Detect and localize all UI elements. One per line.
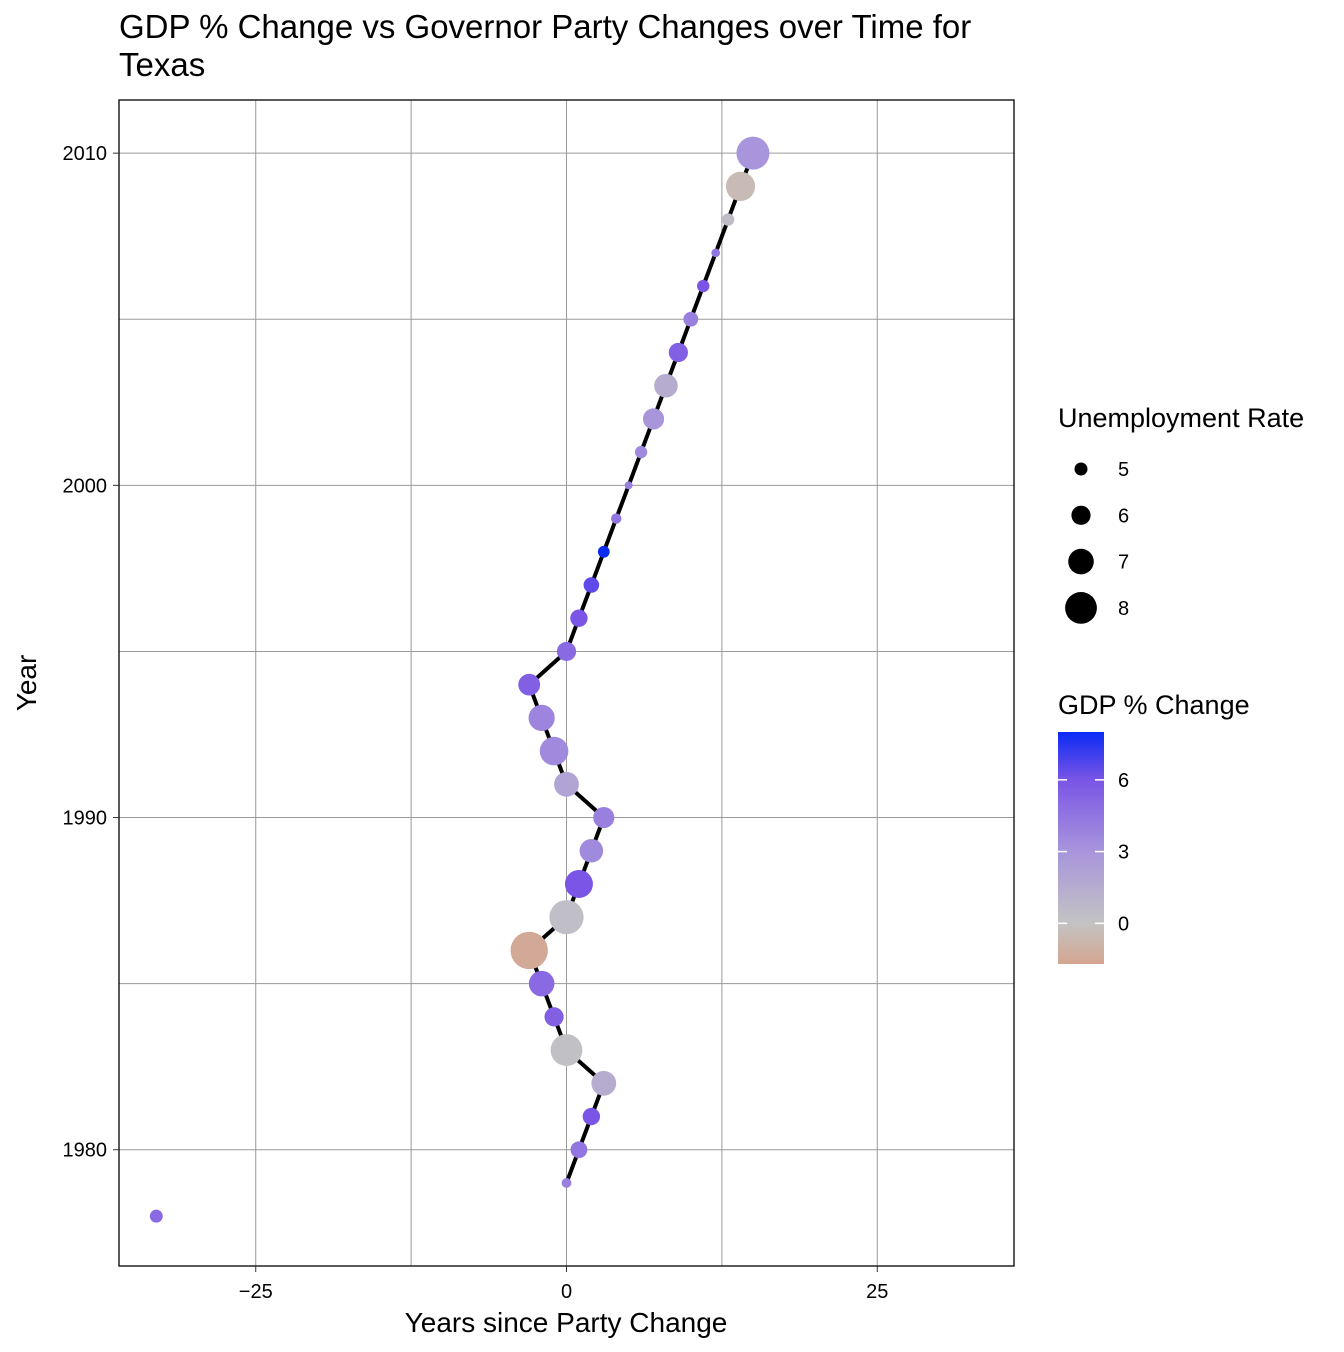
size-legend-label: 5	[1118, 459, 1129, 481]
color-legend-label: 0	[1118, 913, 1129, 935]
data-point	[561, 1178, 572, 1188]
chart-title: GDP % Change vs Governor Party Changes o…	[119, 8, 971, 83]
chart-title-line-1: GDP % Change vs Governor Party Changes o…	[119, 8, 971, 45]
data-point	[528, 704, 555, 731]
connecting-line	[527, 152, 755, 1184]
size-legend-key	[1068, 548, 1094, 575]
data-point	[544, 1007, 564, 1027]
size-legend-key	[1074, 462, 1088, 476]
color-legend-bar	[1058, 732, 1104, 964]
y-tick-label: 1980	[63, 1140, 108, 1162]
color-legend: GDP % Change 6 3 0	[1058, 690, 1250, 964]
data-point	[721, 213, 735, 226]
y-axis-ticks: 1980 1990 2000 2010	[63, 143, 119, 1162]
data-point	[683, 311, 699, 327]
y-axis-title: Year	[11, 655, 42, 712]
y-tick-label: 2000	[63, 475, 108, 497]
data-point	[736, 136, 770, 170]
data-point	[579, 838, 604, 863]
data-point	[570, 609, 588, 627]
data-point	[591, 1070, 617, 1096]
x-tick-label: 25	[866, 1281, 888, 1303]
color-legend-label: 6	[1118, 770, 1129, 792]
data-point	[149, 1209, 163, 1223]
color-legend-title: GDP % Change	[1058, 690, 1250, 720]
data-point	[518, 673, 541, 696]
x-tick-label: −25	[239, 1281, 273, 1303]
data-point	[642, 408, 665, 430]
data-point	[582, 1107, 601, 1126]
x-tick-label: 0	[561, 1281, 572, 1303]
data-point	[597, 545, 610, 558]
data-point	[668, 342, 688, 363]
size-legend-keys: 5 6 7 8	[1065, 459, 1129, 624]
data-point	[539, 736, 569, 766]
data-point	[611, 513, 622, 524]
series-line	[527, 152, 755, 1184]
size-legend-label: 8	[1118, 598, 1129, 620]
data-point	[549, 900, 584, 935]
data-point	[725, 171, 756, 201]
size-legend-label: 6	[1118, 505, 1129, 527]
data-point	[624, 481, 633, 490]
data-point	[528, 970, 555, 997]
data-point	[593, 806, 615, 829]
color-legend-label: 3	[1118, 842, 1129, 864]
data-point	[554, 771, 579, 797]
data-point	[570, 1141, 588, 1159]
data-point	[711, 248, 720, 258]
x-axis-ticks: −25 0 25	[239, 1266, 888, 1303]
x-axis-title: Years since Party Change	[405, 1307, 728, 1338]
size-legend-title: Unemployment Rate	[1058, 403, 1304, 433]
data-point	[564, 869, 593, 898]
data-point	[634, 445, 648, 459]
data-point	[550, 1034, 583, 1066]
grid-lines	[119, 100, 1014, 1266]
data-point	[697, 279, 710, 293]
chart-title-line-2: Texas	[119, 46, 205, 83]
data-point	[583, 577, 600, 593]
size-legend: Unemployment Rate 5 6 7 8	[1058, 403, 1304, 624]
size-legend-label: 7	[1118, 552, 1129, 574]
data-points	[149, 136, 770, 1223]
y-tick-label: 2010	[63, 143, 108, 165]
size-legend-key	[1065, 592, 1097, 624]
data-point	[556, 641, 577, 662]
color-legend-ticks: 6 3 0	[1058, 770, 1129, 935]
size-legend-key	[1071, 505, 1091, 525]
y-tick-label: 1990	[63, 808, 108, 830]
data-point	[510, 931, 548, 970]
data-point	[654, 373, 678, 398]
